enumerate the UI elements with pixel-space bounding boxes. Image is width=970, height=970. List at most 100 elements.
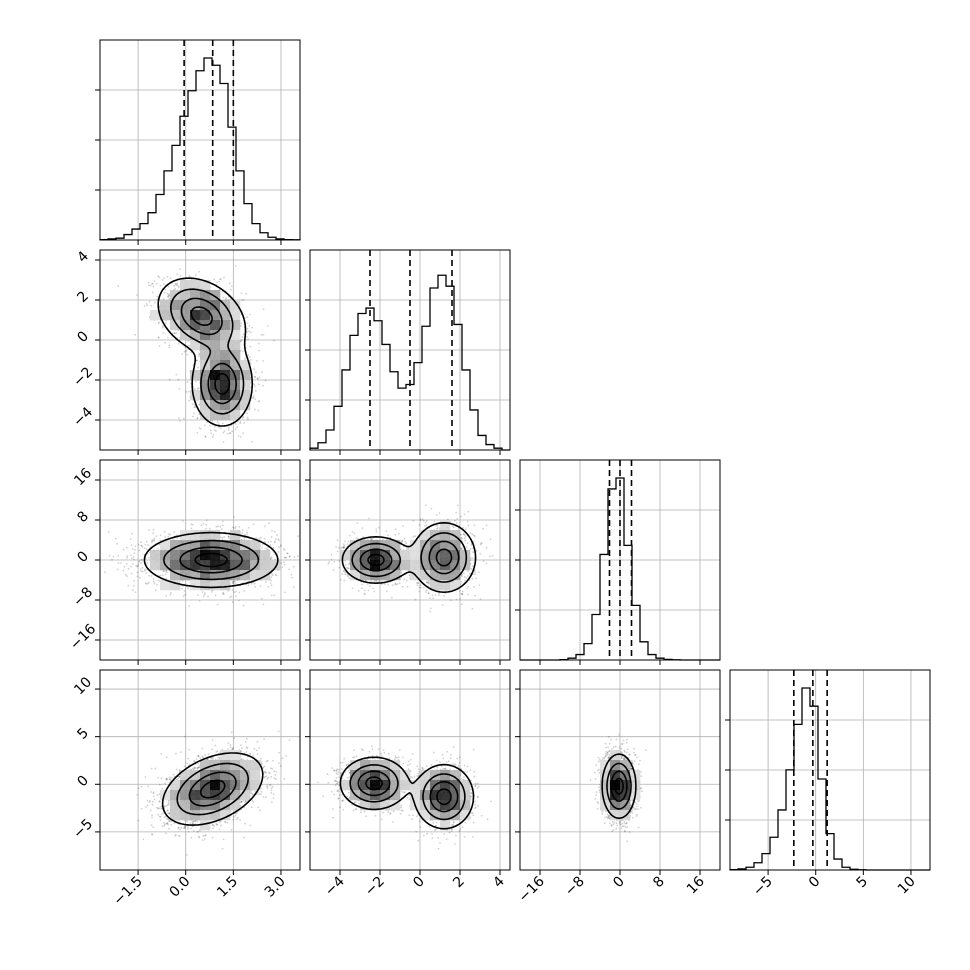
scatter-point	[163, 570, 165, 573]
density-cell	[180, 320, 191, 331]
scatter-point	[190, 523, 193, 526]
scatter-point	[265, 580, 267, 583]
scatter-point	[256, 377, 259, 380]
contour-line	[157, 277, 254, 427]
scatter-point	[187, 339, 189, 342]
scatter-point	[246, 327, 249, 330]
scatter-point	[146, 304, 149, 307]
scatter-point	[227, 535, 230, 538]
scatter-point	[197, 366, 199, 369]
scatter-point	[221, 593, 224, 595]
scatter-point	[240, 339, 243, 341]
scatter-point	[233, 580, 236, 583]
scatter-point	[183, 590, 186, 592]
density-cell	[170, 320, 181, 331]
scatter-point	[177, 284, 179, 287]
scatter-point	[161, 574, 164, 577]
scatter-point	[234, 582, 237, 584]
scatter-point	[288, 568, 290, 571]
scatter-point	[161, 279, 164, 281]
scatter-point	[125, 573, 127, 576]
scatter-point	[259, 585, 262, 587]
scatter-point	[249, 313, 252, 316]
scatter-point	[165, 577, 168, 580]
scatter-point	[157, 579, 160, 582]
scatter-point	[117, 554, 119, 557]
scatter-point	[254, 408, 256, 411]
scatter-point	[126, 555, 129, 558]
density-cell	[210, 360, 221, 371]
scatter-point	[167, 293, 170, 296]
scatter-point	[218, 426, 220, 429]
scatter-point	[145, 572, 148, 574]
scatter-point	[170, 592, 172, 594]
scatter-point	[152, 532, 154, 535]
scatter-point	[290, 573, 293, 576]
scatter-point	[143, 553, 146, 556]
scatter-point	[267, 541, 270, 543]
scatter-point	[265, 547, 267, 550]
scatter-point	[140, 558, 143, 561]
scatter-point	[278, 539, 281, 542]
scatter-point	[210, 432, 212, 435]
scatter-point	[259, 536, 262, 539]
scatter-point	[204, 436, 207, 438]
scatter-point	[239, 422, 242, 425]
scatter-point	[162, 332, 165, 334]
density-cell	[220, 400, 231, 411]
scatter-point	[242, 416, 245, 419]
scatter-point	[209, 429, 212, 432]
scatter-point	[152, 578, 155, 580]
x-tick-label: 5	[854, 874, 872, 892]
scatter-point	[125, 556, 128, 559]
density-cell	[180, 280, 191, 291]
scatter-point	[247, 338, 249, 341]
scatter-point	[134, 591, 137, 593]
scatter-point	[228, 282, 231, 285]
scatter-point	[218, 280, 221, 283]
scatter-point	[280, 545, 282, 548]
scatter-point	[247, 418, 249, 421]
scatter-point	[257, 377, 259, 380]
scatter-point	[252, 395, 255, 398]
scatter-point	[253, 385, 256, 388]
x-tick-label: 10	[895, 874, 919, 898]
scatter-point	[168, 295, 170, 297]
scatter-point	[246, 416, 249, 419]
density-cell	[210, 300, 221, 311]
histogram-step-line	[309, 274, 510, 451]
scatter-point	[185, 391, 188, 393]
scatter-point	[234, 527, 237, 530]
scatter-point	[196, 431, 199, 434]
scatter-point	[271, 529, 273, 532]
scatter-point	[186, 381, 189, 383]
scatter-point	[158, 321, 160, 324]
scatter-point	[168, 294, 170, 297]
scatter-point	[260, 597, 263, 600]
scatter-point	[240, 292, 243, 294]
scatter-point	[252, 397, 255, 399]
scatter-point	[233, 591, 236, 594]
scatter-point	[234, 265, 237, 267]
scatter-point	[176, 537, 179, 540]
scatter-point	[136, 571, 139, 574]
scatter-point	[177, 378, 180, 381]
scatter-point	[132, 556, 135, 558]
density-cell	[240, 390, 251, 401]
scatter-point	[147, 544, 149, 547]
scatter-point	[264, 379, 267, 382]
density-cell	[160, 300, 171, 311]
scatter-point	[255, 371, 257, 374]
scatter-point	[246, 531, 248, 534]
scatter-point	[242, 604, 245, 607]
scatter-point	[197, 387, 200, 389]
density-cell	[170, 300, 181, 311]
scatter-point	[239, 421, 242, 423]
scatter-point	[221, 422, 224, 425]
scatter-point	[240, 322, 243, 324]
density-cell	[190, 310, 201, 321]
scatter-point	[194, 406, 197, 409]
scatter-point	[278, 546, 280, 548]
scatter-point	[222, 591, 225, 594]
scatter-point	[178, 417, 180, 420]
